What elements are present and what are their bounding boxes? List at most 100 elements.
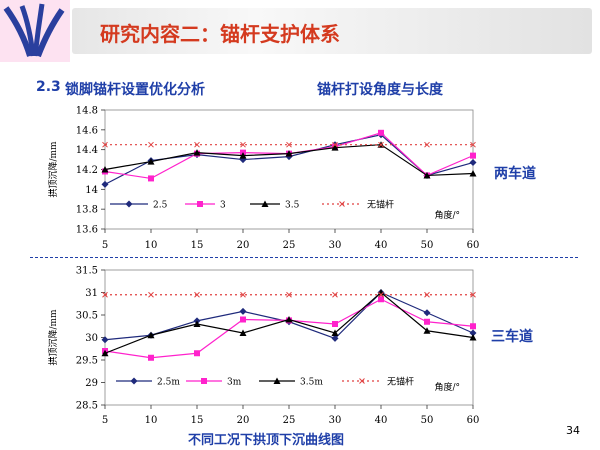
data-point [239, 307, 247, 315]
x-tick-label: 40 [375, 415, 388, 426]
data-point [147, 158, 155, 165]
y-tick-label: 29 [85, 378, 98, 389]
x-tick-label: 15 [191, 415, 204, 426]
data-point [469, 334, 477, 341]
section-number: 2.3 [36, 79, 61, 95]
x-tick-label: 20 [237, 240, 250, 251]
data-point [378, 129, 384, 136]
data-point [378, 141, 384, 148]
data-point [331, 329, 339, 336]
data-point [240, 316, 246, 323]
x-axis-label: 角度/° [434, 381, 460, 393]
data-point [102, 291, 108, 298]
x-tick-label: 30 [329, 415, 342, 426]
data-point [424, 141, 430, 148]
data-point [424, 318, 430, 325]
y-tick-label: 14.6 [76, 125, 98, 136]
data-point [194, 350, 200, 357]
y-tick-label: 30.5 [76, 311, 98, 322]
page-number: 34 [566, 424, 580, 437]
x-tick-label: 10 [145, 415, 158, 426]
right-title: 锚杆打设角度与长度 [317, 82, 443, 98]
data-point [377, 289, 385, 296]
data-point [286, 291, 292, 298]
data-point [424, 291, 430, 298]
series-0 [101, 131, 477, 188]
data-point [470, 323, 476, 330]
data-point [148, 354, 154, 361]
y-tick-label: 14.8 [76, 106, 98, 117]
side-label-three-lane: 三车道 [491, 329, 533, 345]
chart-three-lane: 28.5 29 29.5 30 30.5 31 31.5 5 10 15 20 25 30 40 50 60 拱… [47, 266, 480, 427]
x-tick-label: 40 [375, 240, 388, 251]
y-tick-label: 29.5 [76, 356, 98, 367]
data-point [332, 321, 338, 327]
data-point [332, 291, 338, 298]
data-point [423, 327, 431, 334]
x-tick-label: 25 [283, 240, 296, 251]
legend-marker [359, 378, 365, 384]
side-label-two-lane: 两车道 [494, 166, 536, 182]
series-2 [101, 289, 477, 357]
data-point [239, 156, 247, 164]
y-tick-label: 30 [85, 333, 98, 344]
legend-item: 无锚杆 [342, 376, 414, 388]
page-title: 研究内容二：锚杆支护体系 [100, 22, 340, 46]
data-point [240, 291, 246, 298]
series-2 [101, 141, 477, 179]
data-point [193, 149, 201, 156]
legend-item: 3.5 [250, 200, 300, 211]
x-tick-label: 5 [102, 415, 108, 426]
data-point [378, 296, 384, 303]
data-point [469, 169, 477, 177]
legend-label: 3m [227, 378, 242, 388]
data-point [285, 316, 293, 323]
data-point [470, 141, 476, 148]
legend-item: 2.5 [110, 200, 168, 211]
legend-marker [197, 201, 203, 207]
chart-two-lane: 13.6 13.8 14 14.2 14.4 14.6 14.8 5 10 15 20 25 30 40 5… [47, 106, 480, 252]
x-tick-label: 15 [191, 240, 204, 251]
data-point [470, 152, 476, 159]
data-point [101, 336, 109, 344]
y-tick-label: 31.5 [76, 266, 98, 277]
series-3 [102, 291, 476, 298]
figure-caption: 不同工况下拱顶下沉曲线图 [188, 433, 345, 448]
data-point [378, 291, 384, 298]
x-tick-label: 25 [283, 415, 296, 426]
series-1 [102, 296, 476, 361]
y-tick-label: 14.2 [76, 165, 98, 176]
y-tick-label: 28.5 [76, 401, 98, 412]
legend-label: 3.5m [300, 378, 323, 388]
data-point [423, 309, 431, 317]
legend-label: 2.5 [153, 201, 168, 211]
data-point [194, 141, 200, 148]
data-point [147, 331, 155, 339]
data-point [101, 180, 109, 188]
legend-label: 3 [220, 201, 226, 211]
x-axis-label: 角度/° [434, 209, 460, 221]
y-axis-label: 拱顶沉降/mm [47, 141, 59, 198]
data-point [331, 334, 339, 342]
legend-marker [201, 378, 207, 384]
x-tick-label: 10 [145, 240, 158, 251]
y-tick-label: 31 [85, 288, 98, 299]
x-tick-label: 60 [467, 240, 480, 251]
legend-item: 无锚杆 [322, 199, 394, 211]
y-tick-label: 14 [85, 185, 98, 196]
data-point [240, 141, 246, 148]
data-point [148, 141, 154, 148]
legend-label: 2.5m [157, 378, 180, 388]
series-line [104, 298, 474, 359]
series-3 [102, 141, 476, 148]
data-point [286, 141, 292, 148]
legend-marker [261, 200, 269, 207]
title-bar: 研究内容二：锚杆支护体系 [72, 8, 592, 54]
data-point [148, 291, 154, 298]
x-tick-label: 60 [467, 415, 480, 426]
legend-item: 3m [186, 378, 242, 388]
data-point [101, 349, 109, 357]
legend-label: 无锚杆 [367, 199, 394, 211]
x-tick-label: 30 [329, 240, 342, 251]
y-axis-label: 拱顶沉降/mm [47, 309, 59, 366]
